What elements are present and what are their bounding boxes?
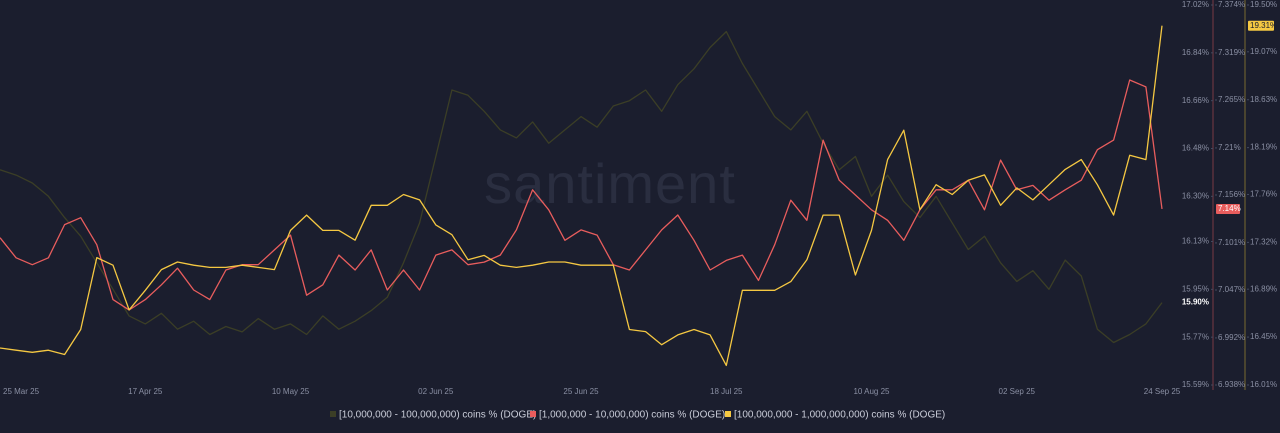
y-tick-label: 19.07% [1250, 47, 1277, 56]
y-tick-label: 15.59% [1182, 380, 1209, 389]
y-tick-label: 17.32% [1250, 237, 1277, 246]
y-tick-label: 16.84% [1182, 48, 1209, 57]
legend-label: [10,000,000 - 100,000,000) coins % (DOGE… [339, 410, 536, 421]
x-tick-label: 24 Sep 25 [1144, 387, 1181, 396]
y-tick-label: 15.77% [1182, 332, 1209, 341]
last-value-label: 15.90% [1182, 298, 1209, 307]
y-tick-label: 6.938% [1218, 380, 1245, 389]
y-tick-label: 7.265% [1218, 95, 1245, 104]
y-tick-label: 7.047% [1218, 285, 1245, 294]
y-tick-label: 16.30% [1182, 191, 1209, 200]
series-line [0, 30, 1163, 344]
series-line [0, 25, 1163, 367]
x-tick-label: 10 May 25 [272, 387, 310, 396]
y-tick-label: 16.13% [1182, 237, 1209, 246]
y-tick-label: 16.66% [1182, 96, 1209, 105]
y-tick-label: 7.374% [1218, 0, 1245, 9]
last-value-box [1180, 297, 1211, 308]
y-tick-label: 7.101% [1218, 238, 1245, 247]
x-tick-label: 25 Mar 25 [3, 387, 40, 396]
y-tick-label: 7.21% [1218, 143, 1241, 152]
last-value-label: 7.14% [1218, 204, 1241, 213]
y-tick-label: 16.45% [1250, 332, 1277, 341]
y-tick-label: 16.01% [1250, 380, 1277, 389]
legend-label: [1,000,000 - 10,000,000) coins % (DOGE) [539, 410, 725, 421]
x-tick-label: 10 Aug 25 [853, 387, 890, 396]
x-tick-label: 02 Sep 25 [999, 387, 1036, 396]
y-tick-label: 17.76% [1250, 190, 1277, 199]
x-tick-label: 17 Apr 25 [128, 387, 163, 396]
y-tick-label: 18.19% [1250, 143, 1277, 152]
y-tick-label: 19.50% [1250, 0, 1277, 9]
y-tick-label: 17.02% [1182, 0, 1209, 9]
y-tick-label: 7.156% [1218, 190, 1245, 199]
x-tick-label: 25 Jun 25 [563, 387, 599, 396]
y-tick-label: 6.992% [1218, 333, 1245, 342]
legend-swatch [725, 411, 731, 417]
y-tick-label: 15.95% [1182, 284, 1209, 293]
last-value-box [1248, 20, 1274, 31]
watermark: santiment [484, 152, 736, 215]
x-tick-label: 18 Jul 25 [710, 387, 743, 396]
last-value-label: 19.31% [1250, 21, 1277, 30]
x-tick-label: 02 Jun 25 [418, 387, 454, 396]
y-tick-label: 16.48% [1182, 144, 1209, 153]
legend-label: [100,000,000 - 1,000,000,000) coins % (D… [734, 410, 945, 421]
last-value-box [1216, 203, 1240, 214]
y-tick-label: 16.89% [1250, 284, 1277, 293]
y-tick-label: 18.63% [1250, 95, 1277, 104]
legend-swatch [330, 411, 336, 417]
legend-swatch [530, 411, 536, 417]
y-tick-label: 7.319% [1218, 48, 1245, 57]
legend: [10,000,000 - 100,000,000) coins % (DOGE… [330, 410, 945, 421]
